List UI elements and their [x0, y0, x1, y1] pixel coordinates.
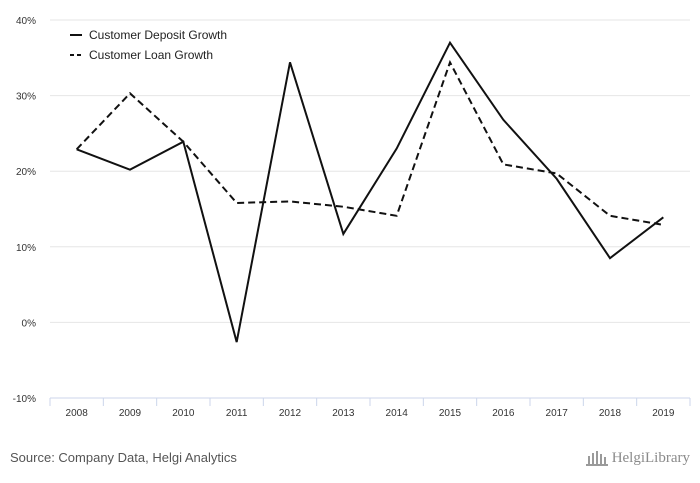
- legend: Customer Deposit Growth Customer Loan Gro…: [70, 28, 227, 62]
- x-tick-label: 2013: [332, 408, 355, 419]
- logo-text: HelgiLibrary: [611, 449, 690, 466]
- line-chart: -10%0%10%20%30%40% 2008 2009 2010 2011 2012 2…: [13, 16, 691, 419]
- series-lines: [75, 40, 664, 343]
- y-tick-label: -10%: [13, 394, 36, 405]
- y-tick-label: 0%: [22, 318, 37, 329]
- y-tick-label: 30%: [16, 92, 36, 103]
- source-note: Source: Company Data, Helgi Analytics: [10, 450, 237, 465]
- x-tick-label: 2008: [66, 408, 89, 419]
- legend-label: Customer Deposit Growth: [89, 28, 227, 42]
- x-tick-label: 2017: [546, 408, 569, 419]
- x-tick-label: 2009: [119, 408, 142, 419]
- x-tick-label: 2011: [226, 408, 248, 419]
- x-tick-label: 2019: [652, 408, 675, 419]
- series-line-deposit-growth: [76, 40, 664, 343]
- y-tick-label: 20%: [16, 167, 36, 178]
- helgi-library-logo[interactable]: HelgiLibrary: [585, 449, 690, 467]
- x-tick-label: 2012: [279, 408, 302, 419]
- y-tick-label: 40%: [16, 16, 36, 27]
- x-tick-label: 2018: [599, 408, 622, 419]
- y-tick-label: 10%: [16, 243, 36, 254]
- y-axis-labels: -10% 0% 10% 20% 30% 40%: [13, 16, 36, 405]
- x-tick-label: 2015: [439, 408, 462, 419]
- x-tick-label: 2014: [386, 408, 409, 419]
- legend-label: Customer Loan Growth: [89, 48, 213, 62]
- x-tick-label: 2010: [172, 408, 195, 419]
- series-line-loan-growth: [75, 59, 664, 226]
- x-axis: 2008 2009 2010 2011 2012 2013 2014 2015 2016 2017…: [49, 397, 691, 419]
- grid-lines: [50, 19, 690, 323]
- x-tick-label: 2016: [492, 408, 515, 419]
- library-building-icon: [585, 451, 608, 466]
